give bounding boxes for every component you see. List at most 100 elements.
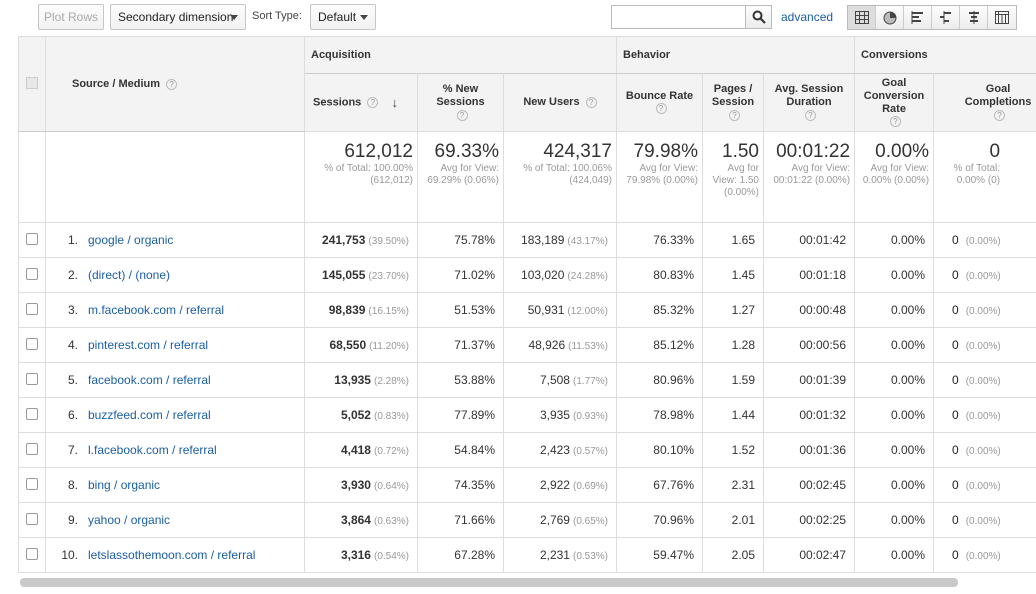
- goal-conv-rate-value: 0.00%: [891, 443, 926, 457]
- source-medium-link[interactable]: facebook.com / referral: [88, 373, 211, 387]
- source-cell: 2. (direct) / (none): [45, 257, 305, 293]
- new-users-cell: 7,508 (1.77%): [503, 362, 617, 398]
- totals-row: 612,012% of Total: 100.00% (612,012) 69.…: [18, 131, 1036, 223]
- sort-type-dropdown[interactable]: Default: [310, 4, 376, 30]
- row-checkbox[interactable]: [26, 547, 38, 560]
- advanced-filter-link[interactable]: advanced: [781, 10, 834, 24]
- secondary-dimension-dropdown[interactable]: Secondary dimension: [110, 4, 246, 30]
- source-medium-link[interactable]: yahoo / organic: [88, 513, 171, 527]
- dimension-header[interactable]: Source / Medium ?: [45, 36, 305, 132]
- row-checkbox[interactable]: [26, 302, 38, 315]
- pages-session-cell: 1.28: [702, 327, 764, 363]
- search-button[interactable]: [745, 5, 772, 29]
- avg-duration-cell: 00:02:25: [762, 502, 856, 538]
- row-checkbox[interactable]: [26, 512, 38, 525]
- row-index: 1.: [67, 233, 78, 247]
- table-view-button[interactable]: [848, 6, 876, 29]
- new-sessions-header[interactable]: % New Sessions ?: [417, 73, 504, 132]
- totals-label-cell: [45, 131, 305, 223]
- pages-session-value: 1.44: [731, 408, 755, 422]
- row-checkbox[interactable]: [26, 337, 38, 350]
- total-avg-duration-value: 00:01:22: [776, 141, 851, 162]
- new-users-cell: 2,231 (0.53%): [503, 537, 617, 573]
- bounce-rate-cell: 85.32%: [616, 292, 703, 328]
- goal-completions-value: 0: [952, 443, 959, 457]
- new-sessions-header-label: % New Sessions: [436, 83, 485, 108]
- goal-conv-rate-header[interactable]: Goal Conversion Rate ?: [854, 73, 935, 132]
- new-sessions-cell: 53.88%: [417, 362, 504, 398]
- pages-session-cell: 1.59: [702, 362, 764, 398]
- help-icon[interactable]: ?: [367, 96, 379, 108]
- total-bounce-rate-sub: Avg for View: 79.98% (0.00%): [626, 163, 698, 186]
- source-cell: 1. google / organic: [45, 222, 305, 258]
- new-sessions-cell: 71.02%: [417, 257, 504, 293]
- term-cloud-view-button[interactable]: [960, 6, 988, 29]
- goal-completions-percent: (0.00%): [965, 516, 1001, 527]
- source-medium-link[interactable]: m.facebook.com / referral: [88, 303, 225, 317]
- pages-session-value: 1.28: [731, 338, 755, 352]
- avg-duration-cell: 00:01:32: [762, 397, 856, 433]
- horizontal-scrollbar[interactable]: [20, 578, 958, 587]
- sessions-cell: 68,550 (11.20%): [304, 327, 418, 363]
- bounce-rate-cell: 78.98%: [616, 397, 703, 433]
- help-icon[interactable]: ?: [890, 116, 902, 128]
- total-new-sessions-sub: Avg for View: 69.29% (0.06%): [427, 163, 499, 186]
- goal-conv-rate-cell: 0.00%: [854, 397, 935, 433]
- row-checkbox[interactable]: [26, 407, 38, 420]
- goal-completions-header[interactable]: Goal Completions ?: [933, 73, 1036, 132]
- row-checkbox[interactable]: [26, 477, 38, 490]
- sessions-percent: (0.64%): [373, 481, 409, 492]
- performance-view-button[interactable]: [904, 6, 932, 29]
- help-icon[interactable]: ?: [166, 78, 178, 90]
- row-checkbox[interactable]: [26, 267, 38, 280]
- avg-duration-header[interactable]: Avg. Session Duration ?: [762, 73, 856, 132]
- source-medium-link[interactable]: buzzfeed.com / referral: [88, 408, 211, 422]
- goal-completions-value: 0: [952, 233, 959, 247]
- pages-session-value: 2.01: [731, 513, 755, 527]
- sessions-header[interactable]: Sessions ? ↓: [304, 73, 418, 132]
- avg-duration-value: 00:02:25: [799, 513, 847, 527]
- sessions-percent: (2.28%): [373, 376, 409, 387]
- goal-conv-rate-cell: 0.00%: [854, 327, 935, 363]
- goal-completions-cell: 0 (0.00%): [933, 537, 1036, 573]
- new-sessions-value: 67.28%: [454, 548, 495, 562]
- row-checkbox[interactable]: [26, 442, 38, 455]
- new-sessions-cell: 71.37%: [417, 327, 504, 363]
- new-users-percent: (1.77%): [572, 376, 608, 387]
- table-search-input[interactable]: [611, 5, 745, 29]
- row-check-cell: [18, 257, 46, 293]
- help-icon[interactable]: ?: [729, 109, 740, 121]
- bounce-rate-header[interactable]: Bounce Rate ?: [616, 73, 703, 132]
- new-users-value: 7,508: [539, 373, 570, 387]
- plot-rows-button[interactable]: Plot Rows: [38, 4, 104, 30]
- source-medium-link[interactable]: (direct) / (none): [88, 268, 171, 282]
- pages-session-header[interactable]: Pages / Session ?: [702, 73, 764, 132]
- pie-view-button[interactable]: [876, 6, 904, 29]
- total-sessions-value: 612,012: [344, 141, 413, 162]
- view-toggle-group: [847, 5, 1017, 30]
- help-icon[interactable]: ?: [585, 96, 597, 108]
- new-sessions-cell: 51.53%: [417, 292, 504, 328]
- help-icon[interactable]: ?: [456, 109, 468, 121]
- comparison-view-button[interactable]: [932, 6, 960, 29]
- new-users-percent: (24.28%): [567, 271, 608, 282]
- performance-view-icon: [911, 11, 923, 24]
- group-behavior-label: Behavior: [623, 49, 671, 61]
- help-icon[interactable]: ?: [655, 103, 667, 115]
- help-icon[interactable]: ?: [994, 109, 1006, 121]
- source-medium-link[interactable]: bing / organic: [88, 478, 161, 492]
- total-pages-session-value: 1.50: [722, 141, 759, 162]
- source-medium-link[interactable]: pinterest.com / referral: [88, 338, 209, 352]
- source-medium-link[interactable]: letslassothemoon.com / referral: [88, 548, 256, 562]
- avg-duration-value: 00:01:32: [799, 408, 847, 422]
- select-all-checkbox[interactable]: [26, 76, 38, 89]
- new-users-header[interactable]: New Users ?: [503, 73, 617, 132]
- row-checkbox[interactable]: [26, 232, 38, 245]
- source-medium-link[interactable]: google / organic: [88, 233, 174, 247]
- secondary-dimension-label: Secondary dimension: [118, 10, 234, 24]
- group-behavior: Behavior: [615, 36, 856, 74]
- pivot-view-button[interactable]: [988, 6, 1016, 29]
- help-icon[interactable]: ?: [805, 109, 817, 121]
- row-checkbox[interactable]: [26, 372, 38, 385]
- source-medium-link[interactable]: l.facebook.com / referral: [88, 443, 217, 457]
